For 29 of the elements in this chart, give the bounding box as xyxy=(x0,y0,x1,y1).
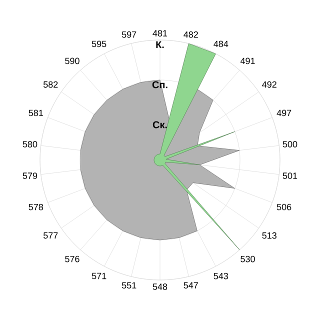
spoke-label: 597 xyxy=(122,31,136,38)
spoke-label: 548 xyxy=(152,284,168,290)
spoke-label: 513 xyxy=(262,232,276,239)
spoke-label: 595 xyxy=(92,40,106,48)
spoke-label: 530 xyxy=(240,256,255,262)
spoke-label: 481 xyxy=(152,30,168,36)
spoke-label: 579 xyxy=(22,172,38,179)
spoke-label: 501 xyxy=(282,172,298,179)
spoke-label: 491 xyxy=(240,58,255,64)
spoke-label: 543 xyxy=(214,272,228,280)
spoke-label: 547 xyxy=(184,282,198,289)
spoke-label: 482 xyxy=(184,31,198,38)
spoke-label: 551 xyxy=(122,282,136,289)
spoke-label: 571 xyxy=(92,272,106,280)
spoke-label: 492 xyxy=(262,81,276,88)
y-tick-label: Ск. xyxy=(152,121,167,128)
y-tick-label: Сп. xyxy=(152,81,168,88)
spoke-label: 582 xyxy=(43,81,58,88)
spoke-label: 577 xyxy=(44,232,58,239)
spoke-label: 590 xyxy=(65,58,80,64)
spoke-label: 576 xyxy=(65,256,80,262)
spoke-label: 484 xyxy=(214,40,228,48)
y-tick-label: К. xyxy=(156,41,164,48)
spoke-label: 578 xyxy=(28,204,44,210)
spoke-label: 581 xyxy=(28,110,43,116)
spoke-label: 580 xyxy=(22,141,38,148)
spoke-label: 506 xyxy=(276,204,292,210)
spoke-label: 497 xyxy=(276,110,292,116)
spoke-label: 500 xyxy=(282,141,298,148)
